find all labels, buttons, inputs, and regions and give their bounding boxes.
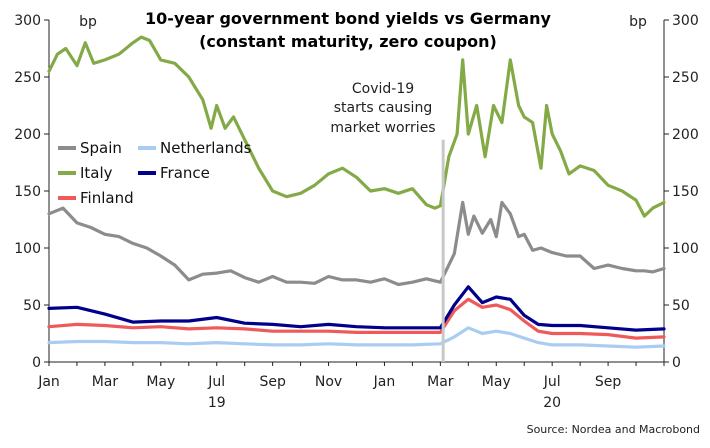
y-tick-label-left: 0 bbox=[32, 355, 41, 371]
series-line-france bbox=[47, 285, 666, 332]
series-line-italy bbox=[47, 35, 666, 218]
x-tick-label: Sep bbox=[259, 374, 286, 390]
chart-title-line2: (constant maturity, zero coupon) bbox=[199, 32, 497, 51]
x-tick-label: Nov bbox=[315, 374, 342, 390]
legend-label-france: France bbox=[160, 164, 210, 182]
x-year-label: 20 bbox=[543, 395, 561, 411]
y-tick-label-right: 50 bbox=[672, 298, 690, 314]
legend-label-netherlands: Netherlands bbox=[160, 139, 252, 157]
x-year-label: 19 bbox=[208, 395, 226, 411]
x-tick-label: Mar bbox=[427, 374, 454, 390]
x-tick-label: May bbox=[482, 374, 511, 390]
y-tick-label-left: 50 bbox=[23, 298, 41, 314]
legend: Spain Netherlands Italy France Finland bbox=[58, 139, 252, 207]
series-lines bbox=[47, 35, 666, 349]
x-tick-label: Jul bbox=[543, 374, 561, 390]
y-tick-label-right: 0 bbox=[672, 355, 681, 371]
x-tick-label: Jan bbox=[37, 374, 60, 390]
y-tick-label-left: 100 bbox=[14, 241, 41, 257]
legend-label-italy: Italy bbox=[80, 164, 113, 182]
series-line-spain bbox=[47, 200, 666, 287]
x-tick-label: Jan bbox=[373, 374, 396, 390]
y-tick-label-right: 250 bbox=[672, 70, 699, 86]
legend-label-spain: Spain bbox=[80, 139, 122, 157]
series-line-netherlands bbox=[47, 326, 666, 349]
annotation-line-2: starts causing bbox=[334, 100, 432, 116]
chart-title-line1: 10-year government bond yields vs German… bbox=[145, 9, 552, 28]
series-line-finland bbox=[47, 297, 666, 340]
right-unit-label: bp bbox=[629, 14, 647, 30]
source-note: Source: Nordea and Macrobond bbox=[527, 423, 700, 436]
left-unit-label: bp bbox=[79, 14, 97, 30]
annotation-line-3: market worries bbox=[330, 120, 435, 136]
axes: 0 0 50 50 100 100 150 150 200 200 250 250 300 300 Jan M… bbox=[14, 13, 698, 411]
legend-label-finland: Finland bbox=[80, 189, 134, 207]
x-tick-label: May bbox=[146, 374, 175, 390]
y-tick-label-right: 150 bbox=[672, 184, 699, 200]
x-tick-label: Jul bbox=[207, 374, 225, 390]
x-tick-label: Sep bbox=[595, 374, 622, 390]
x-tick-label: Mar bbox=[92, 374, 119, 390]
y-tick-label-right: 100 bbox=[672, 241, 699, 257]
y-tick-label-left: 250 bbox=[14, 70, 41, 86]
y-tick-label-left: 300 bbox=[14, 13, 41, 29]
y-tick-label-left: 150 bbox=[14, 184, 41, 200]
y-tick-label-left: 200 bbox=[14, 127, 41, 143]
annotation-line-1: Covid-19 bbox=[352, 81, 414, 97]
y-tick-label-right: 200 bbox=[672, 127, 699, 143]
y-tick-label-right: 300 bbox=[672, 13, 699, 29]
